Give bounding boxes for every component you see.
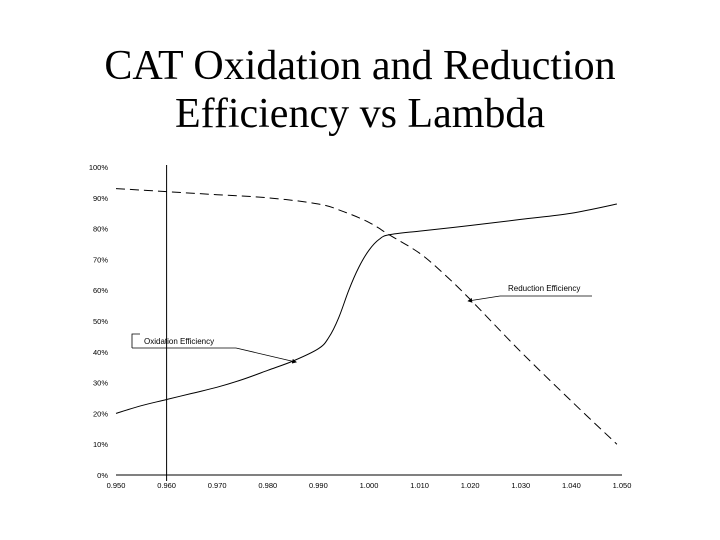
annotation-oxidation-label: Oxidation Efficiency [144,337,214,346]
x-tick-label: 0.990 [309,481,328,490]
title-line-2: Efficiency vs Lambda [174,91,546,137]
y-tick-label: 30% [93,379,108,388]
x-tick-label: 1.020 [461,481,480,490]
x-tick-label: 1.000 [360,481,379,490]
slide-title: CAT Oxidation and Reduction Efficiency v… [0,42,720,138]
annotation-oxidation-arrow [235,347,297,364]
annotation-reduction-arrow [467,295,501,303]
y-tick-label: 10% [93,440,108,449]
y-tick-label: 60% [93,286,108,295]
x-tick-label: 1.030 [511,481,530,490]
y-tick-label: 20% [93,409,108,418]
annotation-reduction-label: Reduction Efficiency [508,284,580,293]
y-tick-label: 90% [93,194,108,203]
x-tick-label: 0.980 [258,481,277,490]
y-tick-label: 70% [93,255,108,264]
series-line-reduction-efficiency [115,188,618,445]
x-tick-label: 0.960 [157,481,176,490]
x-tick-label: 1.040 [562,481,581,490]
y-tick-label: 0% [97,471,108,480]
y-tick-label: 80% [93,225,108,234]
x-tick-label: 0.950 [107,481,126,490]
x-tick-label: 1.050 [613,481,632,490]
y-tick-label: 100% [89,163,109,172]
y-tick-label: 40% [93,348,108,357]
x-tick-label: 1.010 [410,481,429,490]
x-tick-label: 0.970 [208,481,227,490]
series-line-oxidation-efficiency [115,203,617,414]
annotation-oxidation-bracket [131,333,140,348]
title-line-1: CAT Oxidation and Reduction [104,43,616,89]
y-tick-label: 50% [93,317,108,326]
